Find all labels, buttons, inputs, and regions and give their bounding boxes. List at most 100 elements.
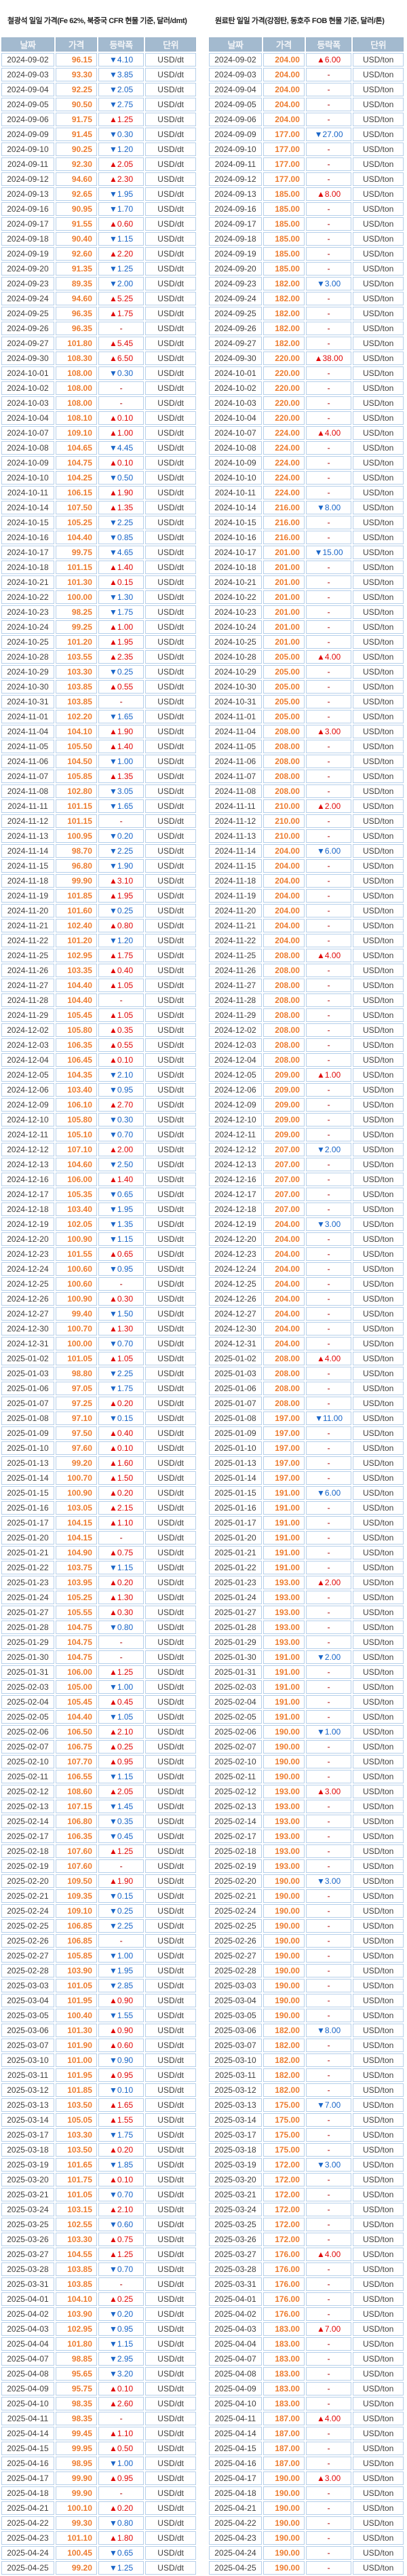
unit-cell: USD/ton — [353, 1143, 404, 1156]
unit-cell: USD/ton — [353, 501, 404, 514]
unit-cell: USD/dt — [145, 964, 196, 977]
price-cell: 99.30 — [55, 2516, 97, 2530]
table-row: 2025-03-20 101.75 ▲0.10 USD/dt — [1, 2173, 196, 2186]
date-cell: 2025-02-26 — [1, 1934, 54, 1948]
table-row: 2025-01-14 100.70 ▲1.50 USD/dt — [1, 1471, 196, 1485]
date-cell: 2024-12-05 — [209, 1068, 262, 1082]
unit-cell: USD/dt — [145, 590, 196, 604]
unit-cell: USD/dt — [145, 486, 196, 499]
unit-cell: USD/ton — [353, 2173, 404, 2186]
date-cell: 2024-10-31 — [209, 695, 262, 708]
unit-cell: USD/dt — [145, 1621, 196, 1634]
table-row: 2025-04-10 183.00- USD/ton — [209, 2397, 404, 2410]
price-cell: 96.35 — [55, 307, 97, 320]
table-row: 2025-03-18 103.50 ▲0.20 USD/dt — [1, 2143, 196, 2157]
price-cell: 89.35 — [55, 277, 97, 290]
price-cell: 91.35 — [55, 262, 97, 276]
price-cell: 107.70 — [55, 1755, 97, 1768]
date-cell: 2024-09-30 — [1, 352, 54, 365]
unit-cell: USD/dt — [145, 1292, 196, 1306]
price-cell: 98.35 — [55, 2397, 97, 2410]
change-cell: ▼0.10 — [98, 2083, 144, 2097]
change-cell: ▲4.00 — [305, 426, 352, 440]
change-cell: ▼2.50 — [98, 1158, 144, 1171]
price-cell: 99.90 — [55, 2486, 97, 2500]
date-cell: 2024-09-27 — [1, 337, 54, 350]
price-cell: 101.05 — [55, 2188, 97, 2201]
table-row: 2024-12-20 100.90 ▼1.15 USD/dt — [1, 1232, 196, 1246]
price-cell: 204.00 — [263, 83, 305, 96]
coking-coal-table-block: 원료탄 일일 가격(강점탄, 동호주 FOB 현물 기준, 달러/톤) 날짜 가… — [208, 0, 405, 2576]
unit-cell: USD/dt — [145, 1546, 196, 1559]
price-cell: 224.00 — [263, 456, 305, 470]
change-cell: - — [305, 1561, 352, 1574]
table-row: 2025-04-14 187.00- USD/ton — [209, 2427, 404, 2440]
unit-cell: USD/dt — [145, 1516, 196, 1530]
table-row: 2025-02-18 193.00- USD/ton — [209, 1844, 404, 1858]
change-cell: - — [305, 575, 352, 589]
price-cell: 209.00 — [263, 1083, 305, 1097]
unit-cell: USD/ton — [353, 217, 404, 231]
unit-cell: USD/ton — [353, 1770, 404, 1783]
price-cell: 103.90 — [55, 2307, 97, 2321]
price-cell: 177.00 — [263, 172, 305, 186]
unit-cell: USD/dt — [145, 1053, 196, 1067]
price-cell: 204.00 — [263, 1322, 305, 1336]
change-cell: - — [305, 2128, 352, 2142]
price-cell: 107.60 — [55, 1844, 97, 1858]
unit-cell: USD/ton — [353, 725, 404, 738]
price-cell: 93.30 — [55, 68, 97, 81]
unit-cell: USD/ton — [353, 680, 404, 694]
table-row: 2024-09-12 177.00- USD/ton — [209, 172, 404, 186]
price-cell: 99.95 — [55, 2442, 97, 2455]
date-cell: 2024-10-22 — [209, 590, 262, 604]
change-cell: - — [305, 770, 352, 783]
price-cell: 190.00 — [263, 2486, 305, 2500]
price-cell: 104.55 — [55, 2248, 97, 2261]
change-cell: - — [305, 1695, 352, 1709]
price-cell: 101.20 — [55, 934, 97, 947]
unit-cell: USD/ton — [353, 1934, 404, 1948]
table-row: 2024-11-22 204.00- USD/ton — [209, 934, 404, 947]
table-row: 2024-11-07 208.00- USD/ton — [209, 770, 404, 783]
unit-cell: USD/dt — [145, 1113, 196, 1126]
change-cell: ▼2.25 — [98, 516, 144, 529]
change-cell: ▲6.50 — [98, 352, 144, 365]
date-cell: 2024-11-21 — [1, 919, 54, 932]
price-cell: 102.05 — [55, 1217, 97, 1231]
date-cell: 2025-01-03 — [209, 1367, 262, 1380]
change-cell: - — [305, 1292, 352, 1306]
change-cell: - — [305, 2486, 352, 2500]
price-cell: 106.00 — [55, 1665, 97, 1679]
price-cell: 193.00 — [263, 1606, 305, 1619]
change-cell: ▼0.60 — [98, 2218, 144, 2231]
change-cell: ▼7.00 — [305, 2098, 352, 2112]
unit-cell: USD/dt — [145, 1098, 196, 1112]
change-cell: - — [305, 635, 352, 649]
unit-cell: USD/ton — [353, 1606, 404, 1619]
unit-cell: USD/ton — [353, 1785, 404, 1798]
date-cell: 2024-10-31 — [1, 695, 54, 708]
table-row: 2024-11-20 204.00- USD/ton — [209, 904, 404, 917]
price-cell: 185.00 — [263, 202, 305, 216]
table-row: 2024-10-22 100.00 ▼1.30 USD/dt — [1, 590, 196, 604]
date-cell: 2024-09-05 — [1, 98, 54, 111]
change-cell: ▼0.95 — [98, 1083, 144, 1097]
price-cell: 101.65 — [55, 2158, 97, 2172]
table-row: 2024-12-05 104.35 ▼2.10 USD/dt — [1, 1068, 196, 1082]
unit-cell: USD/dt — [145, 2307, 196, 2321]
table-row: 2024-09-11 92.30 ▲2.05 USD/dt — [1, 157, 196, 171]
date-cell: 2025-03-26 — [1, 2233, 54, 2246]
table-row: 2024-09-30 108.30 ▲6.50 USD/dt — [1, 352, 196, 365]
unit-cell: USD/dt — [145, 2457, 196, 2470]
date-cell: 2024-10-03 — [1, 396, 54, 410]
date-cell: 2025-04-04 — [1, 2337, 54, 2351]
table-row: 2024-11-04 104.10 ▲1.90 USD/dt — [1, 725, 196, 738]
price-cell: 104.75 — [55, 1650, 97, 1664]
change-cell: ▲0.40 — [98, 964, 144, 977]
price-cell: 95.75 — [55, 2382, 97, 2395]
unit-cell: USD/ton — [353, 2218, 404, 2231]
unit-cell: USD/dt — [145, 904, 196, 917]
price-cell: 106.15 — [55, 486, 97, 499]
table-row: 2024-09-17 91.55 ▲0.60 USD/dt — [1, 217, 196, 231]
